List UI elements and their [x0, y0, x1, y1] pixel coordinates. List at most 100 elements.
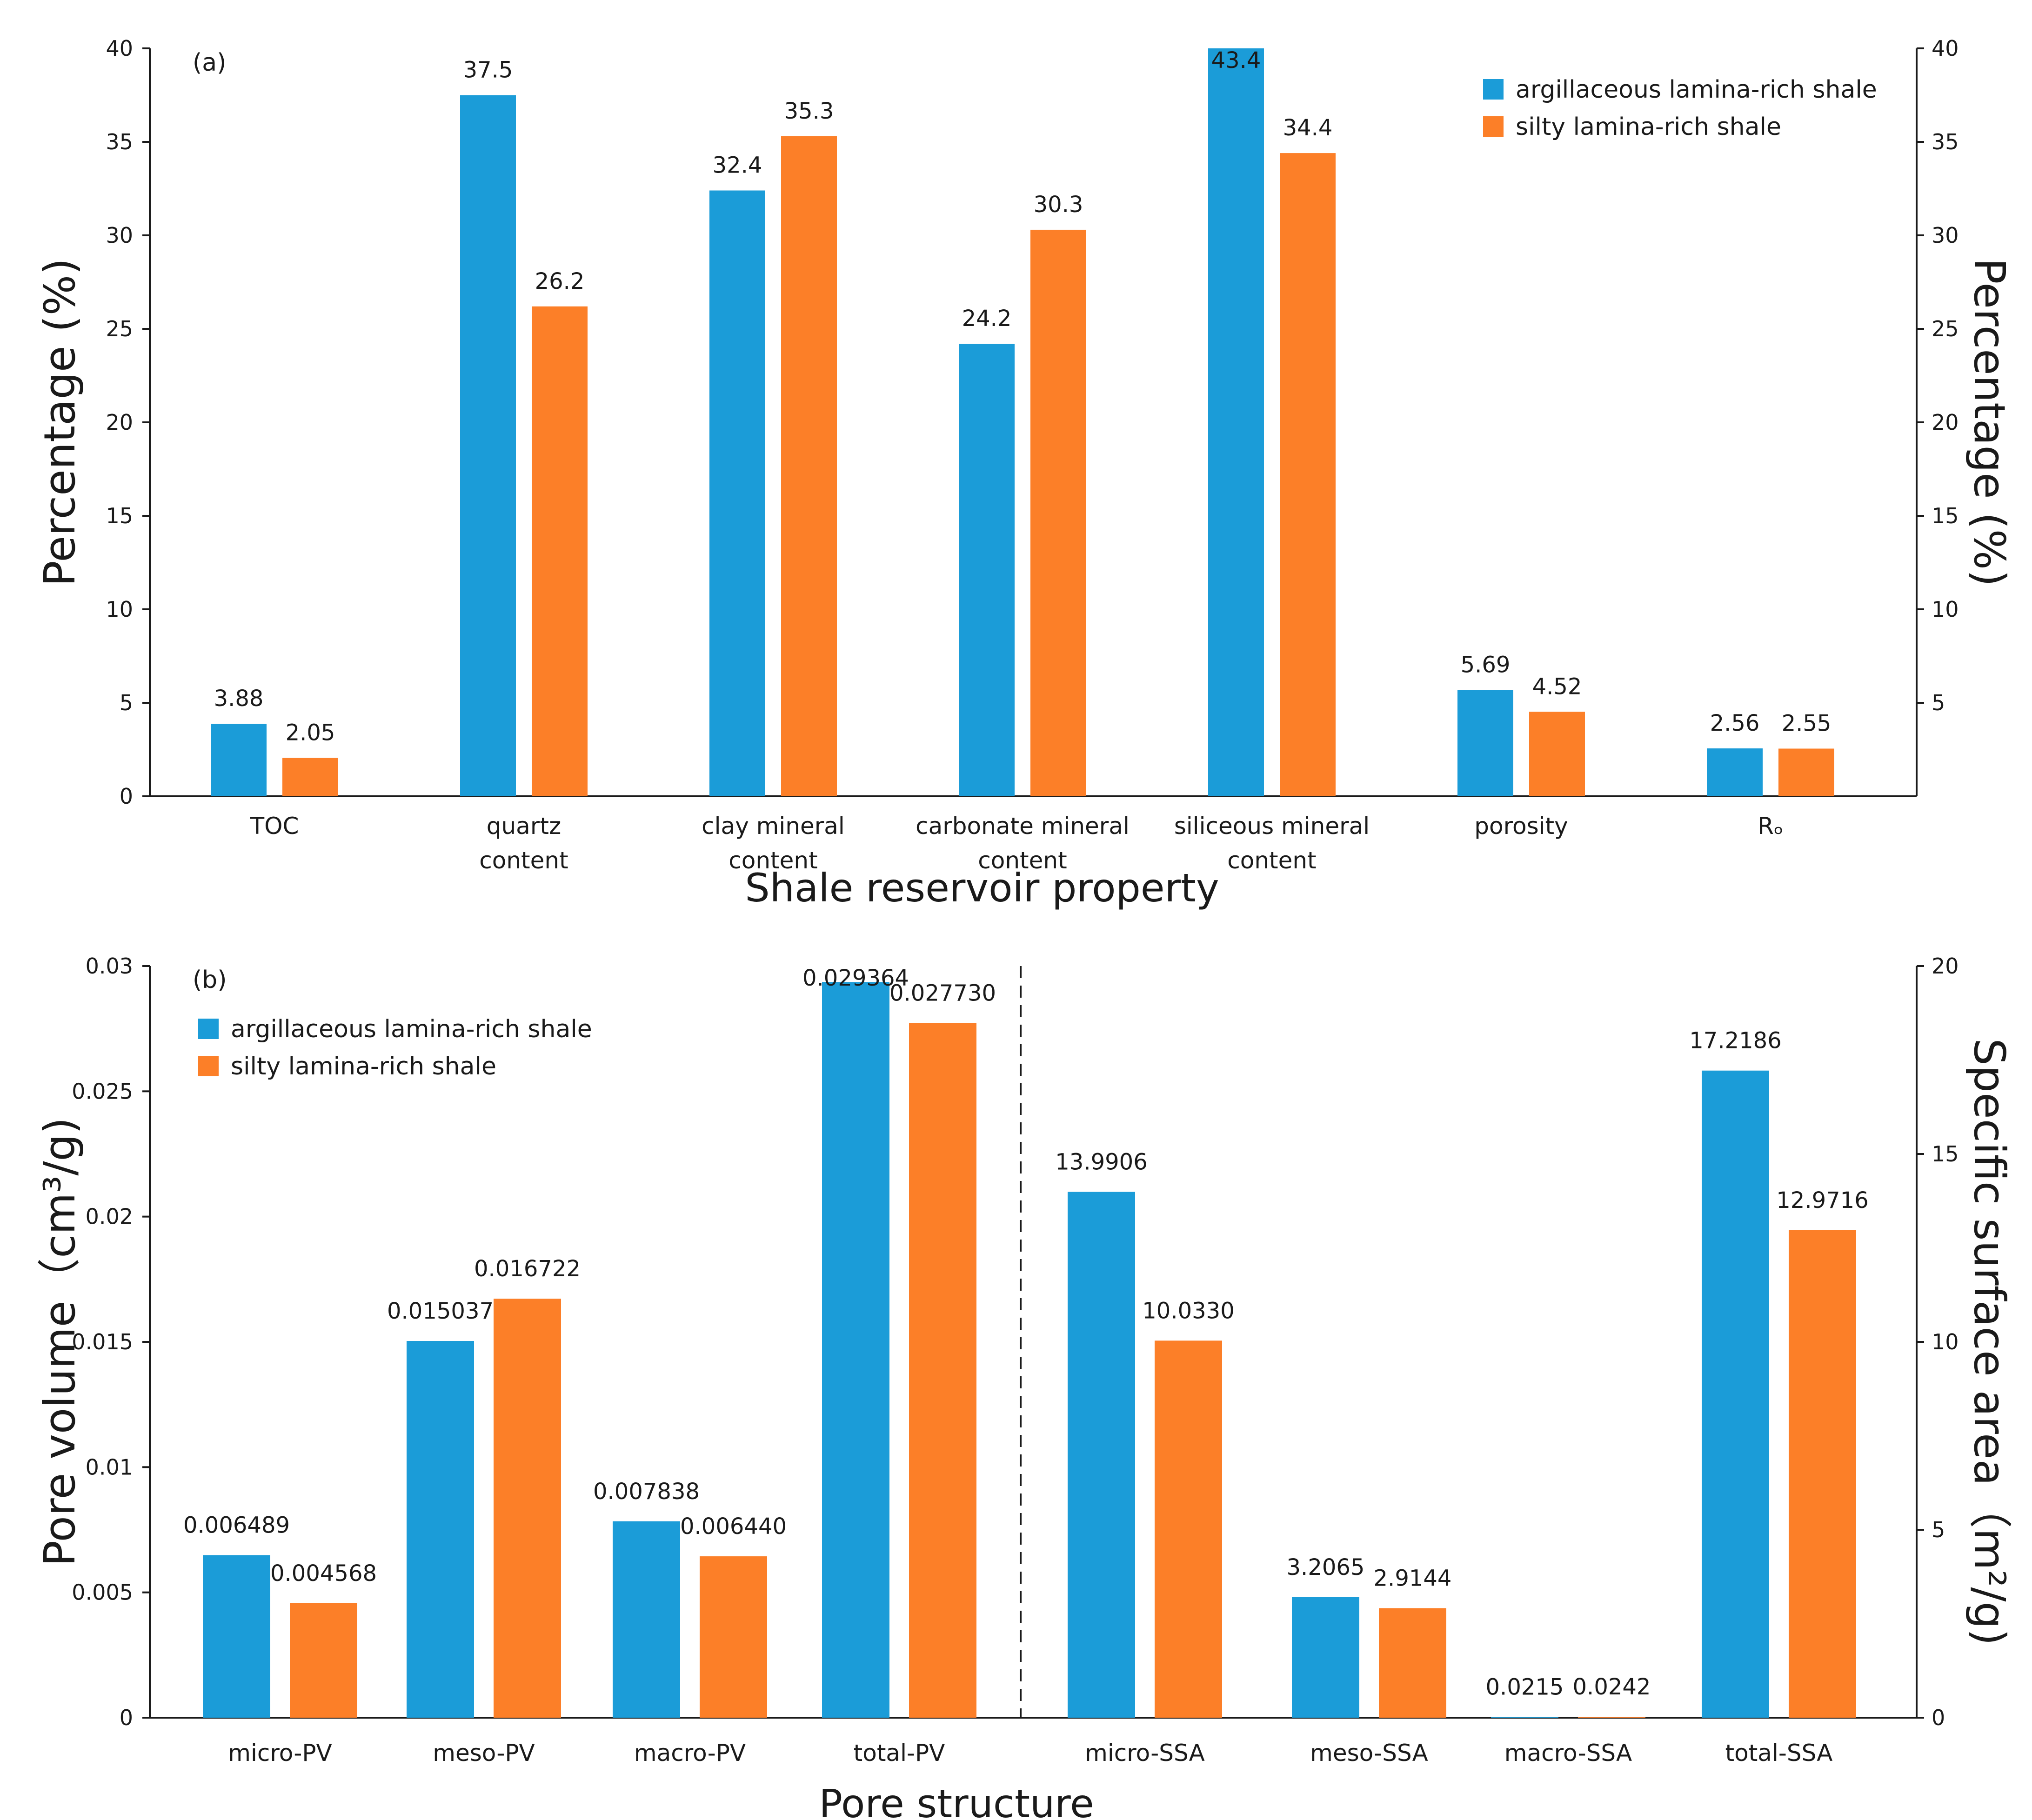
- category-label: macro-PV: [634, 1740, 746, 1767]
- data-label: 3.2065: [1287, 1554, 1365, 1580]
- bar-argillaceous: [613, 1521, 680, 1718]
- bar-argillaceous: [407, 1341, 474, 1718]
- data-label: 5.69: [1461, 652, 1511, 678]
- y-tick-label-left: 0.03: [86, 953, 133, 979]
- bar-argillaceous: [1068, 1192, 1135, 1718]
- category-label: total-PV: [854, 1740, 945, 1767]
- data-label: 26.2: [535, 268, 585, 294]
- data-label: 2.9144: [1374, 1566, 1452, 1592]
- y-tick-label-right: 5: [1932, 690, 1945, 715]
- bar-argillaceous: [1702, 1070, 1769, 1718]
- bar-argillaceous: [959, 344, 1015, 796]
- bar-silty: [909, 1023, 976, 1718]
- bar-silty: [1789, 1230, 1856, 1718]
- legend-label: argillaceous lamina-rich shale: [231, 1015, 592, 1043]
- category-label: content: [729, 847, 817, 874]
- bar-silty: [1578, 1717, 1645, 1718]
- bar-silty: [1280, 153, 1336, 796]
- y-tick-label-left: 0.015: [72, 1329, 133, 1354]
- legend-label: silty lamina-rich shale: [231, 1053, 496, 1080]
- category-label: TOC: [250, 813, 299, 840]
- y-tick-label-left: 20: [106, 410, 133, 435]
- data-label: 0.007838: [593, 1479, 700, 1505]
- data-label: 35.3: [784, 98, 834, 124]
- bar-silty: [1379, 1608, 1446, 1718]
- category-label: Rₒ: [1758, 813, 1783, 840]
- y-tick-label-right: 20: [1932, 410, 1959, 435]
- y-tick-label-left: 0.01: [86, 1454, 133, 1480]
- y-tick-label-left: 0.02: [86, 1204, 133, 1229]
- panel-a: 0 5 10 15 20 25 30 35 40 5 10 15 20 25 30 35 40 3.88 2.05 T…: [35, 36, 2014, 911]
- y-tick-label-left: 0.005: [72, 1580, 133, 1605]
- bar-argillaceous: [203, 1555, 270, 1718]
- category-label: content: [479, 847, 568, 874]
- data-label: 0.006489: [183, 1512, 290, 1538]
- y-tick-label-left: 5: [120, 690, 133, 715]
- category-label: total-SSA: [1725, 1740, 1833, 1767]
- y-tick-label-left: 0.025: [72, 1079, 133, 1104]
- data-label: 4.52: [1532, 673, 1582, 700]
- data-label: 2.05: [286, 720, 335, 746]
- y-tick-label-right: 15: [1932, 1141, 1959, 1167]
- y-axis-title-left: Percentage (%): [35, 258, 85, 587]
- category-label: meso-SSA: [1310, 1740, 1428, 1767]
- y-tick-label-right: 0: [1932, 1705, 1945, 1730]
- y-tick-label-left: 35: [106, 129, 133, 154]
- y-tick-label-left: 30: [106, 223, 133, 248]
- category-label: micro-SSA: [1085, 1740, 1205, 1767]
- legend-swatch: [1483, 79, 1504, 100]
- y-tick-label-right: 20: [1932, 953, 1959, 979]
- legend-swatch: [1483, 116, 1504, 137]
- data-label: 30.3: [1034, 192, 1083, 218]
- bar-argillaceous: [1457, 690, 1513, 796]
- y-axis-title-left: Pore volume（cm³/g): [35, 1117, 85, 1566]
- panel-b: 0 0.005 0.01 0.015 0.02 0.025 0.03 0 5 10 15 20 0.00…: [35, 953, 2014, 1820]
- category-label: carbonate mineral: [916, 813, 1130, 840]
- bar-silty: [700, 1556, 767, 1718]
- bar-argillaceous: [460, 95, 516, 796]
- data-label: 2.55: [1782, 710, 1831, 736]
- category-label: clay mineral: [702, 813, 845, 840]
- data-label: 13.9906: [1055, 1149, 1148, 1175]
- category-label: siliceous mineral: [1174, 813, 1370, 840]
- x-axis-title: Shale reservoir property: [745, 865, 1219, 911]
- y-tick-label-right: 10: [1932, 597, 1959, 622]
- data-label: 0.015037: [387, 1298, 494, 1324]
- y-tick-label-left: 10: [106, 597, 133, 622]
- data-label: 10.0330: [1142, 1298, 1235, 1324]
- bar-argillaceous: [1491, 1717, 1558, 1718]
- data-label: 32.4: [713, 153, 762, 179]
- data-label: 0.006440: [680, 1513, 787, 1540]
- y-tick-label-right: 35: [1932, 129, 1959, 154]
- bar-argillaceous: [1208, 48, 1264, 796]
- y-axis-title-right: Percentage (%): [1965, 258, 2014, 587]
- y-tick-label-right: 10: [1932, 1329, 1959, 1354]
- category-label: porosity: [1474, 813, 1568, 840]
- x-axis-title: Pore structure: [819, 1781, 1094, 1820]
- y-tick-label-right: 15: [1932, 503, 1959, 528]
- y-tick-label-left: 15: [106, 503, 133, 528]
- data-label: 0.027730: [889, 980, 996, 1006]
- category-label: content: [1227, 847, 1316, 874]
- data-label: 0.0242: [1573, 1674, 1651, 1700]
- data-label: 0.0215: [1486, 1674, 1564, 1700]
- bar-silty: [494, 1299, 561, 1718]
- data-label: 12.9716: [1776, 1187, 1869, 1213]
- bar-argillaceous: [211, 724, 267, 796]
- category-label: meso-PV: [433, 1740, 535, 1767]
- data-label: 17.2186: [1689, 1028, 1782, 1054]
- legend-label: argillaceous lamina-rich shale: [1516, 76, 1877, 104]
- data-label: 2.56: [1710, 710, 1760, 736]
- data-label: 37.5: [463, 57, 513, 83]
- legend-label: silty lamina-rich shale: [1516, 113, 1781, 141]
- bar-argillaceous: [1292, 1597, 1359, 1718]
- category-label: quartz: [487, 813, 561, 840]
- bar-silty: [1529, 712, 1585, 796]
- category-label: content: [978, 847, 1067, 874]
- data-label: 24.2: [962, 306, 1012, 332]
- data-label: 43.4: [1211, 47, 1261, 73]
- y-tick-label-left: 40: [106, 36, 133, 61]
- y-tick-label-left: 0: [120, 784, 133, 809]
- bar-silty: [282, 758, 338, 796]
